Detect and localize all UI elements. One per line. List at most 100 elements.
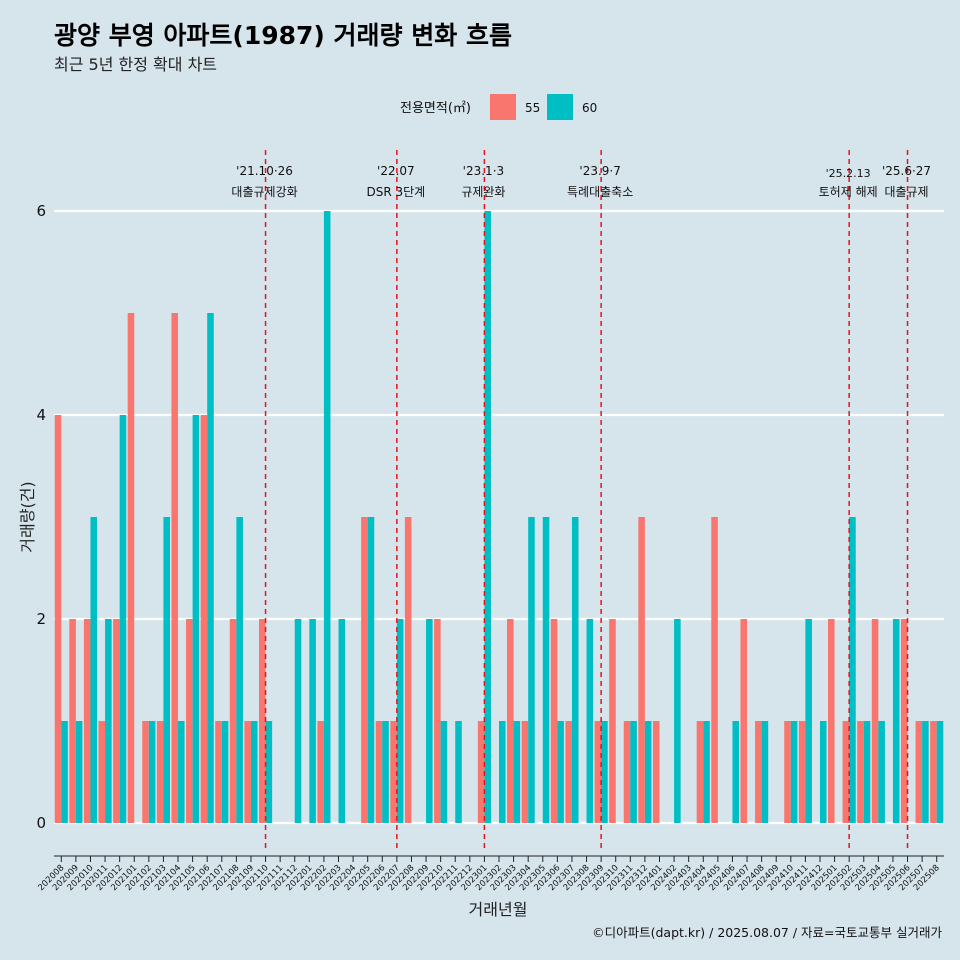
annotation-date: '25.6·27 (882, 164, 931, 178)
bar-60-202110 (265, 721, 273, 823)
legend-label-60: 60 (582, 101, 597, 115)
annotation-label: DSR 3단계 (367, 185, 426, 199)
y-tick-label: 2 (36, 610, 46, 628)
bar-60-202210 (440, 721, 448, 823)
bar-55-202109 (244, 721, 251, 823)
bar-60-202205 (367, 517, 375, 823)
bar-55-202103 (156, 721, 164, 823)
x-axis: 2020082020092020102020112020122021012021… (36, 855, 944, 893)
bar-60-202102 (148, 721, 156, 823)
bar-60-202207 (396, 619, 404, 823)
bar-60-202010 (90, 517, 98, 823)
bar-55-202503 (857, 721, 864, 823)
y-axis-ticks: 0 2 4 6 (36, 202, 46, 832)
bar-60-202502 (849, 517, 856, 823)
bar-55-202310 (609, 619, 616, 823)
legend-title: 전용면적(㎡) (400, 101, 471, 116)
bar-60-202505 (892, 619, 900, 823)
bar-55-202507 (915, 721, 923, 823)
bar-60-202012 (119, 415, 127, 823)
bar-60-202106 (207, 313, 214, 823)
bar-55-202106 (200, 415, 208, 823)
bar-55-202307 (565, 721, 572, 823)
bar-55-202009 (69, 619, 76, 823)
bar-60-202104 (178, 721, 185, 823)
bar-60-202201 (309, 619, 316, 823)
annotation-date: '22.07 (377, 164, 415, 178)
bar-55-202311 (623, 721, 631, 823)
x-axis-title: 거래년월 (469, 900, 528, 919)
annotation-label: 규제완화 (461, 185, 505, 199)
bar-60-202412 (819, 721, 827, 823)
bar-55-202104 (171, 313, 179, 823)
bar-55-202404 (696, 721, 704, 823)
bar-55-202010 (83, 619, 91, 823)
bar-60-202508 (936, 721, 944, 823)
bar-60-202308 (586, 619, 594, 823)
bar-60-202109 (250, 721, 258, 823)
bar-60-202504 (878, 721, 885, 823)
annotation-date: '21.10·26 (236, 164, 293, 178)
bar-60-202211 (455, 721, 462, 823)
bar-60-202410 (790, 721, 798, 823)
bar-60-202305 (542, 517, 550, 823)
y-tick-label: 0 (36, 814, 46, 832)
bar-55-202205 (361, 517, 368, 823)
annotation-label: 대출규제 (884, 185, 928, 199)
y-tick-label: 6 (36, 202, 46, 220)
bar-60-202408 (761, 721, 769, 823)
bar-55-202508 (930, 721, 937, 823)
bar-60-202112 (294, 619, 302, 823)
bar-55-202102 (142, 721, 149, 823)
chart-subtitle: 최근 5년 한정 확대 차트 (54, 55, 217, 74)
bar-55-202208 (404, 517, 412, 823)
bar-55-202504 (871, 619, 879, 823)
bar-60-202008 (61, 721, 68, 823)
bar-55-202306 (550, 619, 558, 823)
bar-60-202302 (499, 721, 506, 823)
annotation-label: 특례대출축소 (567, 185, 633, 199)
annotations: '21.10·26 대출규제강화 '22.07 DSR 3단계 '23.1·3 규제완화 '… (231, 150, 931, 850)
bar-55-202304 (521, 721, 529, 823)
bar-55-202011 (98, 721, 106, 823)
annotation-label: 대출규제강화 (231, 185, 297, 199)
bar-60-202309 (601, 721, 608, 823)
bar-60-202105 (192, 415, 200, 823)
bar-55-202411 (798, 721, 806, 823)
annotation-date: '23.9·7 (579, 164, 620, 178)
bar-60-202103 (163, 517, 170, 823)
bar-55-202207 (390, 721, 397, 823)
legend-swatch-55 (490, 94, 516, 120)
bar-55-202405 (711, 517, 718, 823)
bar-55-202401 (652, 721, 660, 823)
bar-55-202312 (638, 517, 645, 823)
bar-55-202105 (186, 619, 193, 823)
bar-60-202304 (528, 517, 535, 823)
bar-55-202301 (477, 721, 485, 823)
bar-55-202210 (434, 619, 441, 823)
legend-label-55: 55 (525, 101, 540, 115)
bar-60-202306 (557, 721, 564, 823)
bar-60-202402 (674, 619, 681, 823)
bar-60-202404 (703, 721, 710, 823)
bar-55-202008 (54, 415, 62, 823)
legend: 전용면적(㎡) 55 60 (400, 94, 597, 120)
bar-60-202411 (805, 619, 812, 823)
bar-55-202502 (842, 721, 850, 823)
bar-60-202301 (484, 211, 491, 823)
annotation-date: '25.2.13 (826, 167, 871, 180)
bar-60-202011 (105, 619, 112, 823)
annotation-date: '23.1·3 (463, 164, 504, 178)
bar-55-202206 (375, 721, 383, 823)
bars (54, 211, 944, 823)
y-tick-label: 4 (36, 406, 46, 424)
bar-60-202108 (236, 517, 243, 823)
bar-60-202209 (426, 619, 433, 823)
bar-55-202407 (740, 619, 748, 823)
bar-60-202311 (630, 721, 637, 823)
bar-55-202202 (317, 721, 324, 823)
bar-60-202507 (922, 721, 929, 823)
bar-60-202202 (323, 211, 331, 823)
bar-55-202408 (755, 721, 762, 823)
